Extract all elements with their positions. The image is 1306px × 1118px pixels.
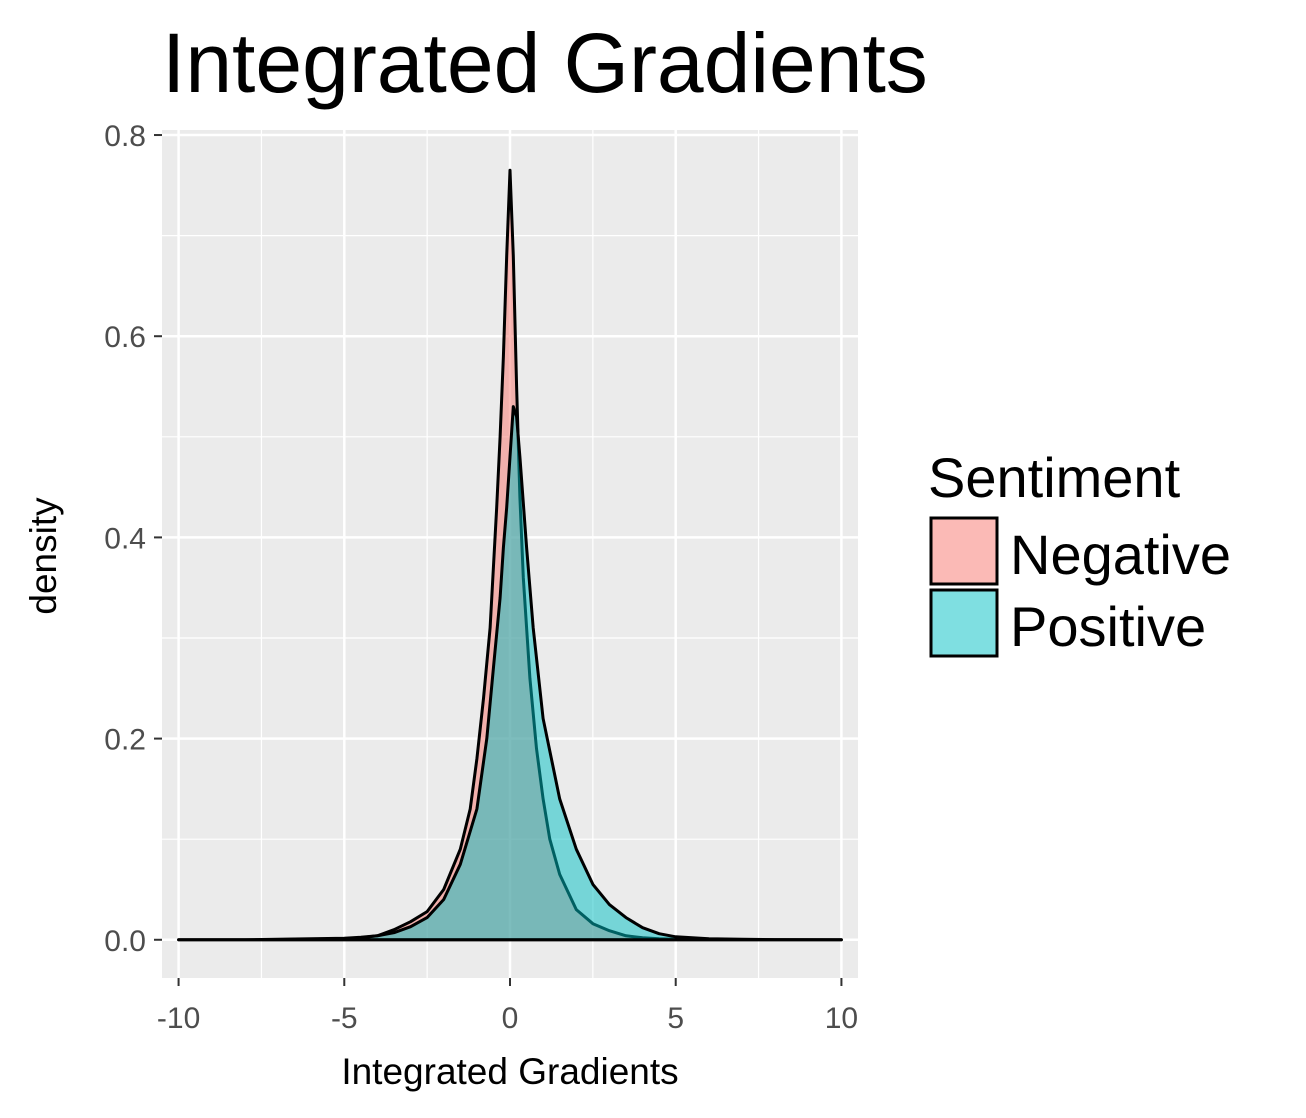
y-tick-label: 0.4 [104,522,146,555]
y-tick-label: 0.6 [104,321,146,354]
x-tick-label: 10 [825,1002,858,1035]
y-tick-label: 0.2 [104,724,146,757]
x-tick-label: -10 [157,1002,200,1035]
y-tick-label: 0.8 [104,120,146,153]
y-axis: 0.0 0.2 0.4 0.6 0.8 [104,120,162,958]
legend-label-negative: Negative [1010,523,1231,586]
legend-label-positive: Positive [1010,595,1206,658]
density-area-positive [177,405,843,942]
density-series [177,168,843,942]
y-axis-title: density [23,497,64,615]
x-axis-title: Integrated Gradients [341,1051,678,1092]
legend-key-negative [929,516,999,586]
legend-key-positive [929,588,999,658]
legend: Sentiment Negative Positive [928,446,1231,658]
y-tick-label: 0.0 [104,925,146,958]
x-tick-label: 5 [667,1002,684,1035]
x-axis: -10 -5 0 5 10 [157,978,858,1035]
x-tick-label: -5 [331,1002,358,1035]
plot-panel [162,130,858,978]
legend-title: Sentiment [928,446,1181,509]
chart-title: Integrated Gradients [162,16,928,110]
x-tick-label: 0 [502,1002,519,1035]
